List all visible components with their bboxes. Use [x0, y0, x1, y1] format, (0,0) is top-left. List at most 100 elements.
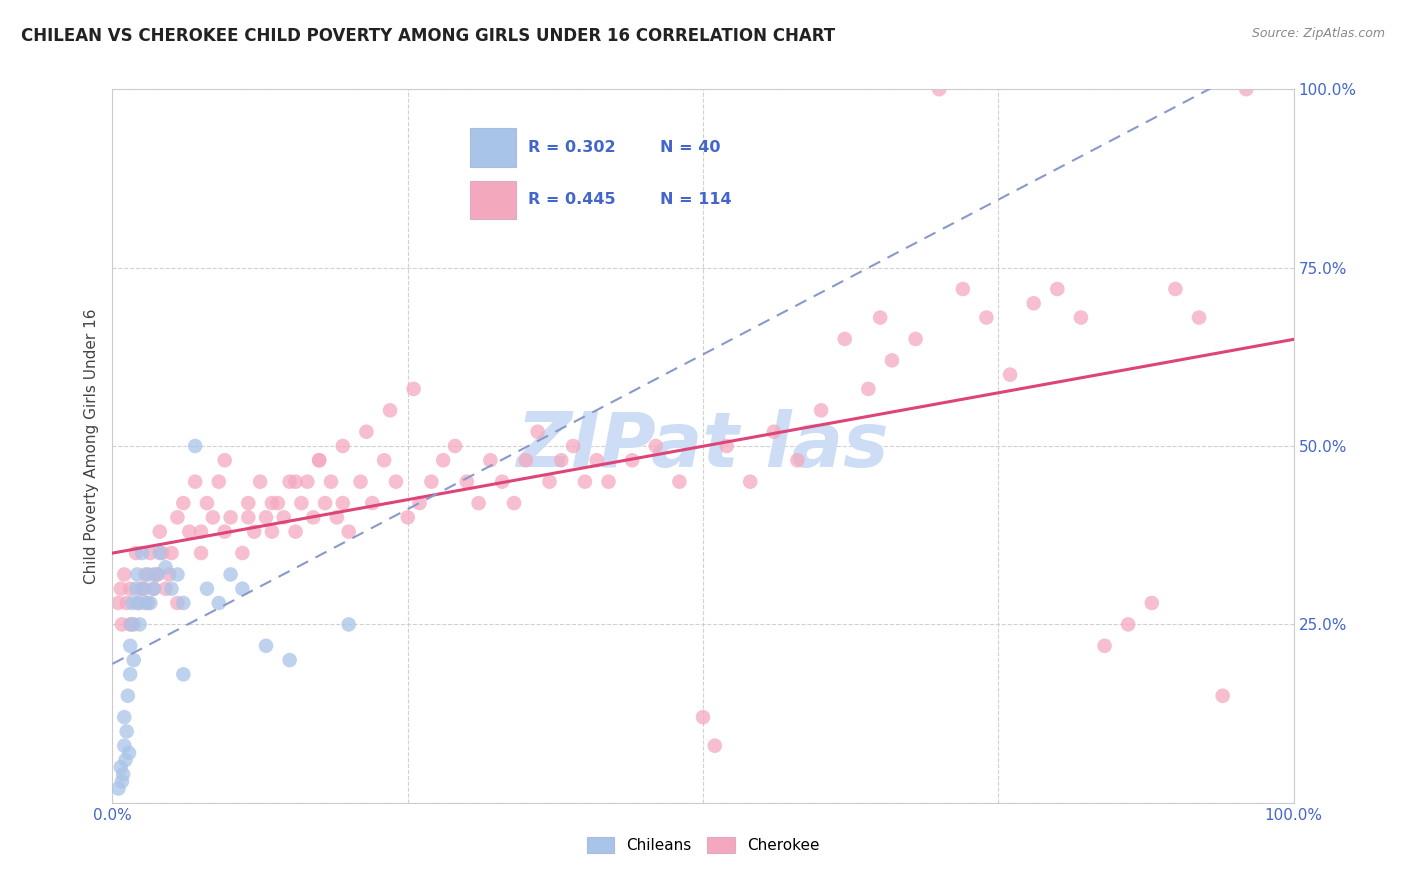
Point	[314, 496, 336, 510]
Point	[332, 496, 354, 510]
Point	[1094, 639, 1116, 653]
Point	[337, 617, 360, 632]
Point	[515, 453, 537, 467]
Point	[135, 596, 157, 610]
Point	[834, 332, 856, 346]
Point	[120, 667, 142, 681]
Point	[107, 781, 129, 796]
Point	[142, 582, 165, 596]
Point	[112, 767, 135, 781]
Point	[120, 617, 142, 632]
Point	[716, 439, 738, 453]
Point	[131, 582, 153, 596]
Point	[456, 475, 478, 489]
Point	[122, 653, 145, 667]
Point	[786, 453, 808, 467]
Point	[319, 475, 342, 489]
Point	[190, 524, 212, 539]
Point	[290, 496, 312, 510]
Point	[117, 689, 139, 703]
Legend: Chileans, Cherokee: Chileans, Cherokee	[581, 831, 825, 859]
Point	[110, 582, 132, 596]
Text: CHILEAN VS CHEROKEE CHILD POVERTY AMONG GIRLS UNDER 16 CORRELATION CHART: CHILEAN VS CHEROKEE CHILD POVERTY AMONG …	[21, 27, 835, 45]
Point	[166, 567, 188, 582]
Point	[621, 453, 644, 467]
Point	[479, 453, 502, 467]
Point	[585, 453, 607, 467]
Point	[538, 475, 561, 489]
Point	[184, 439, 207, 453]
Point	[703, 739, 725, 753]
Point	[260, 524, 283, 539]
Point	[928, 82, 950, 96]
Point	[134, 582, 156, 596]
Point	[1234, 82, 1257, 96]
Point	[115, 724, 138, 739]
Point	[195, 496, 218, 510]
Point	[155, 582, 177, 596]
Text: ZIPat las: ZIPat las	[516, 409, 890, 483]
Point	[127, 567, 149, 582]
Point	[574, 475, 596, 489]
Point	[190, 546, 212, 560]
Point	[444, 439, 467, 453]
Point	[172, 667, 194, 681]
Point	[142, 582, 165, 596]
Point	[219, 567, 242, 582]
Y-axis label: Child Poverty Among Girls Under 16: Child Poverty Among Girls Under 16	[83, 309, 98, 583]
Point	[149, 546, 172, 560]
Point	[139, 596, 162, 610]
Point	[166, 596, 188, 610]
Point	[284, 475, 307, 489]
Point	[208, 475, 231, 489]
Point	[127, 596, 149, 610]
Point	[332, 439, 354, 453]
Point	[172, 596, 194, 610]
Point	[356, 425, 378, 439]
Point	[219, 510, 242, 524]
Point	[112, 567, 135, 582]
Point	[128, 617, 150, 632]
Point	[668, 475, 690, 489]
Point	[1070, 310, 1092, 325]
Point	[155, 560, 177, 574]
Point	[115, 596, 138, 610]
Point	[160, 582, 183, 596]
Point	[385, 475, 408, 489]
Point	[503, 496, 526, 510]
Point	[810, 403, 832, 417]
Point	[526, 425, 548, 439]
Point	[201, 510, 224, 524]
Point	[378, 403, 401, 417]
Point	[208, 596, 231, 610]
Point	[1140, 596, 1163, 610]
Point	[114, 753, 136, 767]
Point	[231, 546, 253, 560]
Point	[172, 496, 194, 510]
Point	[136, 567, 159, 582]
Point	[254, 510, 277, 524]
Point	[146, 567, 169, 582]
Point	[278, 475, 301, 489]
Point	[550, 453, 572, 467]
Point	[1022, 296, 1045, 310]
Point	[149, 524, 172, 539]
Point	[160, 546, 183, 560]
Point	[408, 496, 430, 510]
Point	[125, 546, 148, 560]
Point	[139, 546, 162, 560]
Point	[297, 475, 319, 489]
Point	[1188, 310, 1211, 325]
Point	[904, 332, 927, 346]
Point	[127, 596, 149, 610]
Point	[1046, 282, 1069, 296]
Point	[740, 475, 762, 489]
Point	[998, 368, 1021, 382]
Point	[179, 524, 201, 539]
Point	[1164, 282, 1187, 296]
Point	[1116, 617, 1139, 632]
Point	[762, 425, 785, 439]
Point	[858, 382, 880, 396]
Point	[111, 617, 134, 632]
Point	[562, 439, 585, 453]
